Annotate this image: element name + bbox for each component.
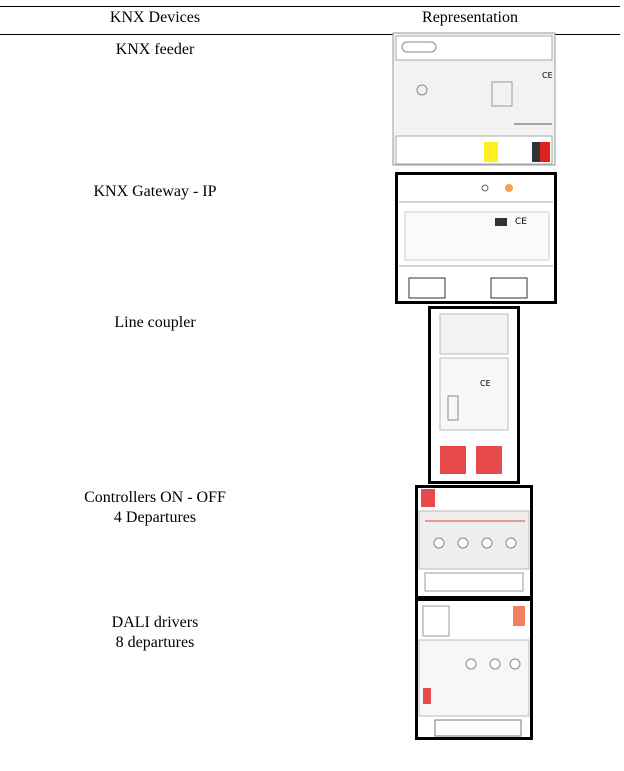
- device-image: [415, 485, 533, 599]
- device-name: Line coupler: [5, 313, 305, 333]
- line: KNX feeder: [115, 41, 195, 58]
- column-header: KNX Devices: [109, 9, 201, 26]
- device-name: KNX feeder: [5, 40, 305, 60]
- device-image: CE: [428, 306, 520, 484]
- line: 4 Departures: [113, 509, 197, 526]
- device-image: CE: [392, 32, 556, 166]
- line: DALI drivers: [111, 614, 199, 631]
- line: KNX Gateway - IP: [93, 183, 217, 200]
- device-name: KNX Gateway - IP: [5, 182, 305, 202]
- table-top-rule: [0, 6, 620, 7]
- device-image: [415, 598, 533, 740]
- device-name: Controllers ON - OFF 4 Departures: [5, 488, 305, 528]
- svg-text:CE: CE: [542, 71, 553, 80]
- svg-text:CE: CE: [480, 379, 491, 388]
- line: Line coupler: [114, 314, 196, 331]
- device-image: CE: [395, 172, 557, 304]
- header-rule: [0, 34, 620, 35]
- device-name: DALI drivers 8 departures: [5, 613, 305, 653]
- line: 8 departures: [115, 634, 195, 651]
- svg-text:CE: CE: [515, 217, 527, 227]
- line: Controllers ON - OFF: [84, 489, 226, 506]
- column-header: Representation: [422, 9, 518, 26]
